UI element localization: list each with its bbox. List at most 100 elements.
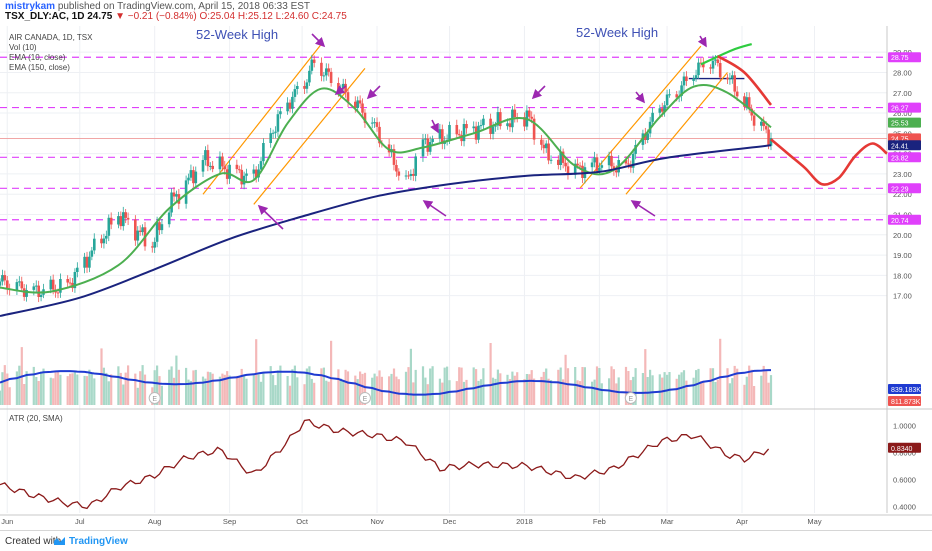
candle-body xyxy=(593,157,596,163)
earnings-label: E xyxy=(363,396,368,403)
candle-body xyxy=(392,149,396,165)
volume-bar xyxy=(651,375,654,405)
volume-bar xyxy=(390,373,393,405)
volume-bar xyxy=(566,368,570,405)
volume-bar xyxy=(624,366,628,405)
tradingview-logo-icon xyxy=(54,537,65,545)
candle-body xyxy=(540,139,543,145)
candle-body xyxy=(668,94,671,96)
annotation-arrow xyxy=(366,85,381,100)
candle-body xyxy=(20,281,24,289)
volume-bar xyxy=(462,381,466,405)
annotation-arrow xyxy=(635,91,645,104)
volume-bar xyxy=(119,372,122,405)
candle-body xyxy=(412,174,415,176)
volume-bar xyxy=(139,371,142,405)
candle-body xyxy=(532,118,536,140)
footer-brand[interactable]: TradingView xyxy=(69,536,128,547)
candle-body xyxy=(479,125,483,127)
volume-bar xyxy=(583,367,586,405)
volume-bar xyxy=(508,379,512,405)
volume-bar xyxy=(330,340,333,405)
volume-bar xyxy=(496,369,499,405)
ema10-line xyxy=(0,83,772,294)
forecast-line xyxy=(770,138,888,186)
candle-body xyxy=(387,144,391,153)
candle-body xyxy=(409,174,413,176)
candle-body xyxy=(187,177,190,181)
price-tag-bg xyxy=(888,214,921,225)
volume-bar xyxy=(668,372,671,405)
footer-created: Created with xyxy=(5,536,62,547)
publish-line: mistrykam published on TradingView.com, … xyxy=(5,1,310,12)
candle-body xyxy=(438,129,442,139)
candle-body xyxy=(624,160,628,164)
candle-body xyxy=(428,142,432,152)
volume-bar xyxy=(513,375,516,405)
volume-bar xyxy=(731,378,734,405)
time-tick-label: Aug xyxy=(148,517,161,526)
candle-body xyxy=(122,212,125,227)
price-chart[interactable]: E E E 52-Week High 52-Week High AIR CANADA… xyxy=(0,22,932,528)
candle-body xyxy=(109,217,113,225)
time-tick-label: Apr xyxy=(736,517,748,526)
volume-bar xyxy=(632,376,635,405)
candle-body xyxy=(105,235,108,239)
candle-body xyxy=(361,103,364,113)
volume-bar xyxy=(678,374,681,405)
volume-bar xyxy=(733,365,736,405)
candle-body xyxy=(378,126,381,144)
volume-bar xyxy=(494,378,497,405)
candle-body xyxy=(472,126,475,129)
candle-body xyxy=(491,126,495,134)
candle-body xyxy=(293,89,297,97)
candle-body xyxy=(528,110,531,117)
candle-body xyxy=(310,59,314,71)
candle-body xyxy=(291,96,294,109)
author-link[interactable]: mistrykam xyxy=(5,1,56,12)
volume-bar xyxy=(320,368,323,405)
volume-bar xyxy=(760,375,763,405)
candle-body xyxy=(404,175,408,177)
candle-body xyxy=(733,75,736,92)
candle-body xyxy=(581,165,584,178)
volume-bar xyxy=(37,381,40,405)
time-tick-label: Feb xyxy=(593,517,606,526)
volume-bar xyxy=(455,381,458,405)
volume-bar xyxy=(750,369,753,405)
volume-bar xyxy=(218,376,221,405)
volume-bar xyxy=(1,372,4,405)
volume-bar xyxy=(711,368,715,405)
candle-body xyxy=(59,279,62,293)
volume-bar xyxy=(608,378,611,405)
time-tick-label: Dec xyxy=(443,517,457,526)
time-tick-label: Jul xyxy=(75,517,85,526)
candle-body xyxy=(170,192,173,213)
volume-bar xyxy=(257,374,260,405)
volume-bar xyxy=(52,378,55,405)
annotation-arrow xyxy=(422,200,447,217)
volume-bar xyxy=(288,385,292,405)
volume-bar xyxy=(0,390,2,405)
volume-bar xyxy=(431,366,434,405)
volume-bar xyxy=(209,372,212,405)
volume-bar xyxy=(530,370,533,405)
candle-body xyxy=(692,78,695,81)
volume-bar xyxy=(615,383,618,405)
candle-body xyxy=(18,281,21,283)
candle-body xyxy=(663,105,666,112)
candle-body xyxy=(465,124,468,129)
candle-body xyxy=(731,75,734,79)
candle-body xyxy=(49,279,53,290)
volume-bar xyxy=(243,374,246,405)
volume-bar xyxy=(564,354,567,405)
volume-bar xyxy=(252,374,255,405)
candle-body xyxy=(375,122,379,127)
volume-bar xyxy=(160,385,163,405)
candle-body xyxy=(747,97,751,109)
volume-bar xyxy=(477,380,480,405)
candle-body xyxy=(508,123,512,128)
volume-bar xyxy=(223,374,226,405)
volume-bar xyxy=(719,338,722,405)
